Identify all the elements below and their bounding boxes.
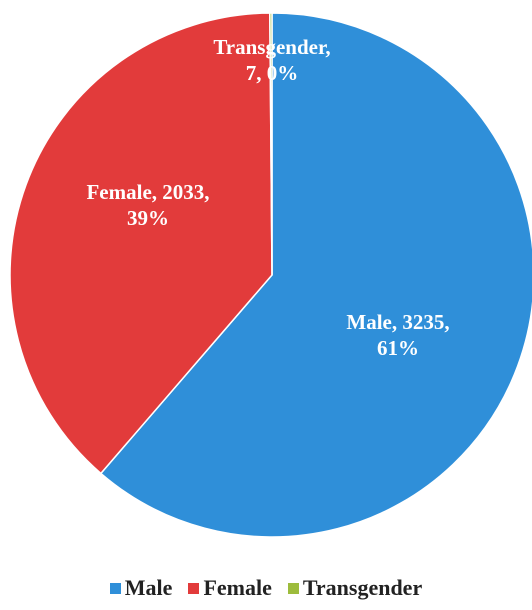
legend-item: Female [188,575,272,601]
legend-swatch [109,582,121,594]
legend-swatch [287,582,299,594]
legend: Male Female Transgender [0,575,532,601]
pie-area [9,12,532,538]
data-label: Male, 3235, 61% [346,310,450,360]
pie-slice [9,12,273,475]
legend-label: Transgender [302,575,423,600]
legend-item: Transgender [287,575,423,601]
legend-label: Male [124,575,173,600]
legend-label: Female [203,575,272,600]
pie-slice [269,12,273,276]
legend-item: Male [109,575,173,601]
data-label: Female, 2033, 39% [86,180,210,230]
legend-swatch [188,582,200,594]
pie-slice [99,12,532,538]
data-label: Transgender, 7, 0% [213,35,331,85]
